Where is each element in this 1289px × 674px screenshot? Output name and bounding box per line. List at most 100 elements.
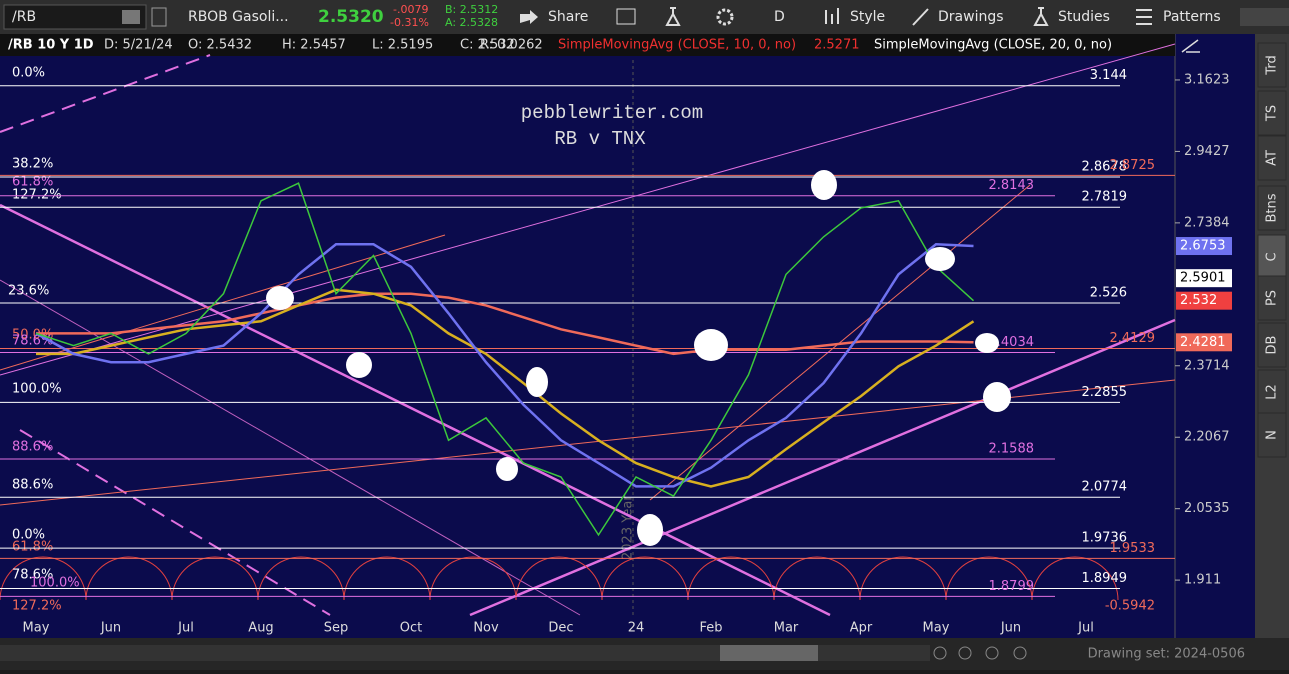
style-icon[interactable] [825, 8, 839, 24]
info-bar [0, 34, 1175, 56]
channel-upper-down [0, 203, 831, 617]
price-tag [1176, 269, 1232, 288]
level-label: 3.144 [1090, 68, 1127, 83]
circle-markers [266, 170, 1011, 546]
side-tab-label[interactable]: DB [1265, 336, 1280, 355]
channel-up-upper [0, 43, 1176, 376]
level-label: 2.8678 [1082, 160, 1128, 175]
period-button[interactable]: D [774, 9, 785, 25]
cycle-arcs [0, 556, 1119, 601]
patterns-icon[interactable] [1136, 9, 1152, 25]
level-label: 1.9533 [1110, 541, 1156, 556]
series-line [36, 288, 975, 488]
marker [637, 514, 663, 546]
drawings-icon[interactable] [912, 8, 929, 26]
trend-thin-red-3 [649, 184, 1031, 501]
link-icon[interactable] [151, 7, 167, 27]
fib-label: 127.2% [12, 188, 62, 203]
side-tab[interactable] [1257, 322, 1287, 368]
marker [694, 329, 728, 361]
level-label: 2.1588 [989, 442, 1035, 457]
sma10-value: 2.5271 [814, 38, 860, 53]
x-tick-label: 24 [628, 621, 645, 636]
side-tab[interactable] [1257, 412, 1287, 458]
side-tab[interactable] [1257, 275, 1287, 321]
fib-labels: 0.0% 38.2% 61.8% 127.2% 23.6% 50.0% 78.6… [8, 66, 80, 614]
level-label: 2.4034 [989, 335, 1035, 350]
zoom-out[interactable] [933, 646, 947, 660]
studies-icon[interactable] [1033, 7, 1049, 26]
marker [975, 333, 999, 353]
x-tick-label: Dec [548, 621, 573, 636]
side-tab-label[interactable]: L2 [1265, 384, 1280, 400]
share-button[interactable]: Share [548, 9, 588, 25]
settings-icon[interactable] [716, 8, 734, 26]
side-tab-label[interactable]: AT [1265, 150, 1280, 166]
level-label: 2.2855 [1082, 385, 1128, 400]
trend-thin-red [0, 379, 1176, 506]
scale-icon[interactable] [1181, 39, 1200, 53]
level-label: 2.526 [1090, 286, 1127, 301]
snapshot-icon[interactable] [616, 8, 636, 25]
side-tab-label[interactable]: TS [1265, 105, 1280, 122]
marker [925, 247, 955, 271]
fib-label: 23.6% [8, 284, 49, 299]
x-tick-label: Oct [400, 621, 422, 636]
side-tab-label[interactable]: PS [1265, 290, 1280, 306]
fib-label: 61.8% [12, 175, 53, 190]
x-tick-label: Jun [100, 621, 121, 636]
series-line [36, 292, 974, 356]
fib-label: 100.0% [30, 576, 80, 591]
last-price: 2.5320 [318, 7, 384, 27]
x-tick-label: Jul [177, 621, 194, 636]
fib-label: 61.8% [12, 540, 53, 555]
info-open: O: 2.5432 [188, 38, 252, 53]
x-tick-label: Jul [1077, 621, 1094, 636]
level-label: 2.7819 [1082, 190, 1128, 205]
ask: A: 2.5328 [445, 16, 498, 29]
flask-icon[interactable] [665, 7, 681, 26]
scrollbar-thumb[interactable] [720, 645, 818, 661]
side-tab[interactable] [1257, 42, 1287, 88]
x-tick-label: Aug [248, 621, 273, 636]
trend-lines [0, 43, 1176, 617]
more-button[interactable] [1240, 8, 1289, 26]
zoom-fit[interactable] [985, 646, 999, 660]
fib-label: 38.2% [12, 157, 53, 172]
channel-lower-dashed [19, 429, 331, 616]
side-tab[interactable] [1257, 185, 1287, 231]
zoom-reset[interactable] [1013, 646, 1027, 660]
price-tag-label: 2.532 [1180, 293, 1217, 308]
drawings-button[interactable]: Drawings [938, 9, 1004, 25]
fib-label: 88.6% [12, 478, 53, 493]
price-tag-label: 2.4281 [1180, 335, 1226, 350]
side-tabs: Trd TS AT Btns C PS DB L2 N [1257, 42, 1287, 458]
level-label: 2.8725 [1110, 158, 1156, 173]
marker [266, 286, 294, 310]
y-tick-label: 2.7384 [1184, 215, 1230, 230]
share-icon[interactable] [520, 10, 538, 24]
side-tab-label[interactable]: Btns [1265, 193, 1280, 222]
patterns-button[interactable]: Patterns [1163, 9, 1221, 25]
info-range-visible: R: 0.0262 [480, 38, 543, 53]
fib-label: 127.2% [12, 599, 62, 614]
price-tag [1176, 291, 1232, 310]
studies-button[interactable]: Studies [1058, 9, 1110, 25]
zoom-in[interactable] [958, 646, 972, 660]
side-tab[interactable] [1257, 90, 1287, 136]
side-tab-label[interactable]: N [1265, 430, 1280, 440]
price-tag [1176, 333, 1232, 352]
fib-label: 78.6% [12, 334, 53, 349]
scrollbar-track[interactable] [0, 645, 930, 661]
side-tab[interactable] [1257, 135, 1287, 181]
symbol-dropdown[interactable] [122, 10, 140, 24]
level-label: 2.0774 [1082, 480, 1128, 495]
side-tab-label[interactable]: Trd [1265, 55, 1280, 75]
year-marker: 2023 Year [621, 495, 636, 560]
marker [346, 352, 372, 378]
side-tab-label[interactable]: C [1265, 252, 1280, 261]
style-button[interactable]: Style [850, 9, 885, 25]
chart-title: /RB 10 Y 1D [8, 38, 94, 53]
